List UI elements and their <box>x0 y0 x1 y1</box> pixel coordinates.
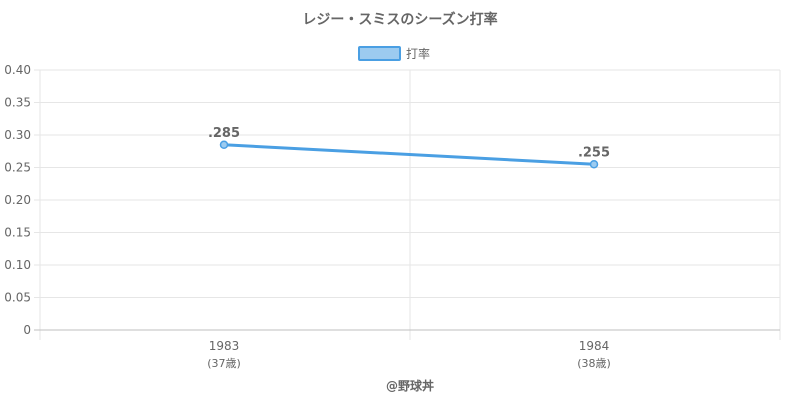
y-tick-label: 0.20 <box>4 193 31 207</box>
y-tick-label: 0.25 <box>4 161 31 175</box>
chart-title: レジー・スミスのシーズン打率 <box>302 11 497 28</box>
series-line <box>222 143 596 166</box>
y-tick-label: 0.15 <box>4 226 31 240</box>
legend-label: 打率 <box>406 46 430 61</box>
x-axis: 1983 (37歳) 1984 (38歳) <box>34 329 780 370</box>
data-label: .285 <box>208 126 240 141</box>
legend[interactable]: 打率 <box>358 46 430 61</box>
data-point[interactable] <box>219 140 229 149</box>
y-axis: 0 0.05 0.10 0.15 0.20 0.25 0.30 0.35 0.40 <box>4 63 40 337</box>
y-tick-label: 0.40 <box>4 63 31 77</box>
x-tick-label: 1983 <box>209 339 240 353</box>
x-tick-sublabel: (37歳) <box>207 357 241 370</box>
grid <box>39 69 781 340</box>
y-tick-label: 0 <box>23 323 31 337</box>
series-batting-average: .285 .255 <box>208 126 610 169</box>
legend-swatch <box>358 46 401 61</box>
y-tick-label: 0.30 <box>4 128 31 142</box>
y-tick-label: 0.35 <box>4 96 31 110</box>
x-tick-label: 1984 <box>579 339 610 353</box>
credit-label: @野球丼 <box>386 378 434 393</box>
data-point[interactable] <box>589 160 599 169</box>
y-tick-label: 0.05 <box>4 291 31 305</box>
data-label: .255 <box>578 145 610 160</box>
x-tick-sublabel: (38歳) <box>577 357 611 370</box>
y-tick-label: 0.10 <box>4 258 31 272</box>
